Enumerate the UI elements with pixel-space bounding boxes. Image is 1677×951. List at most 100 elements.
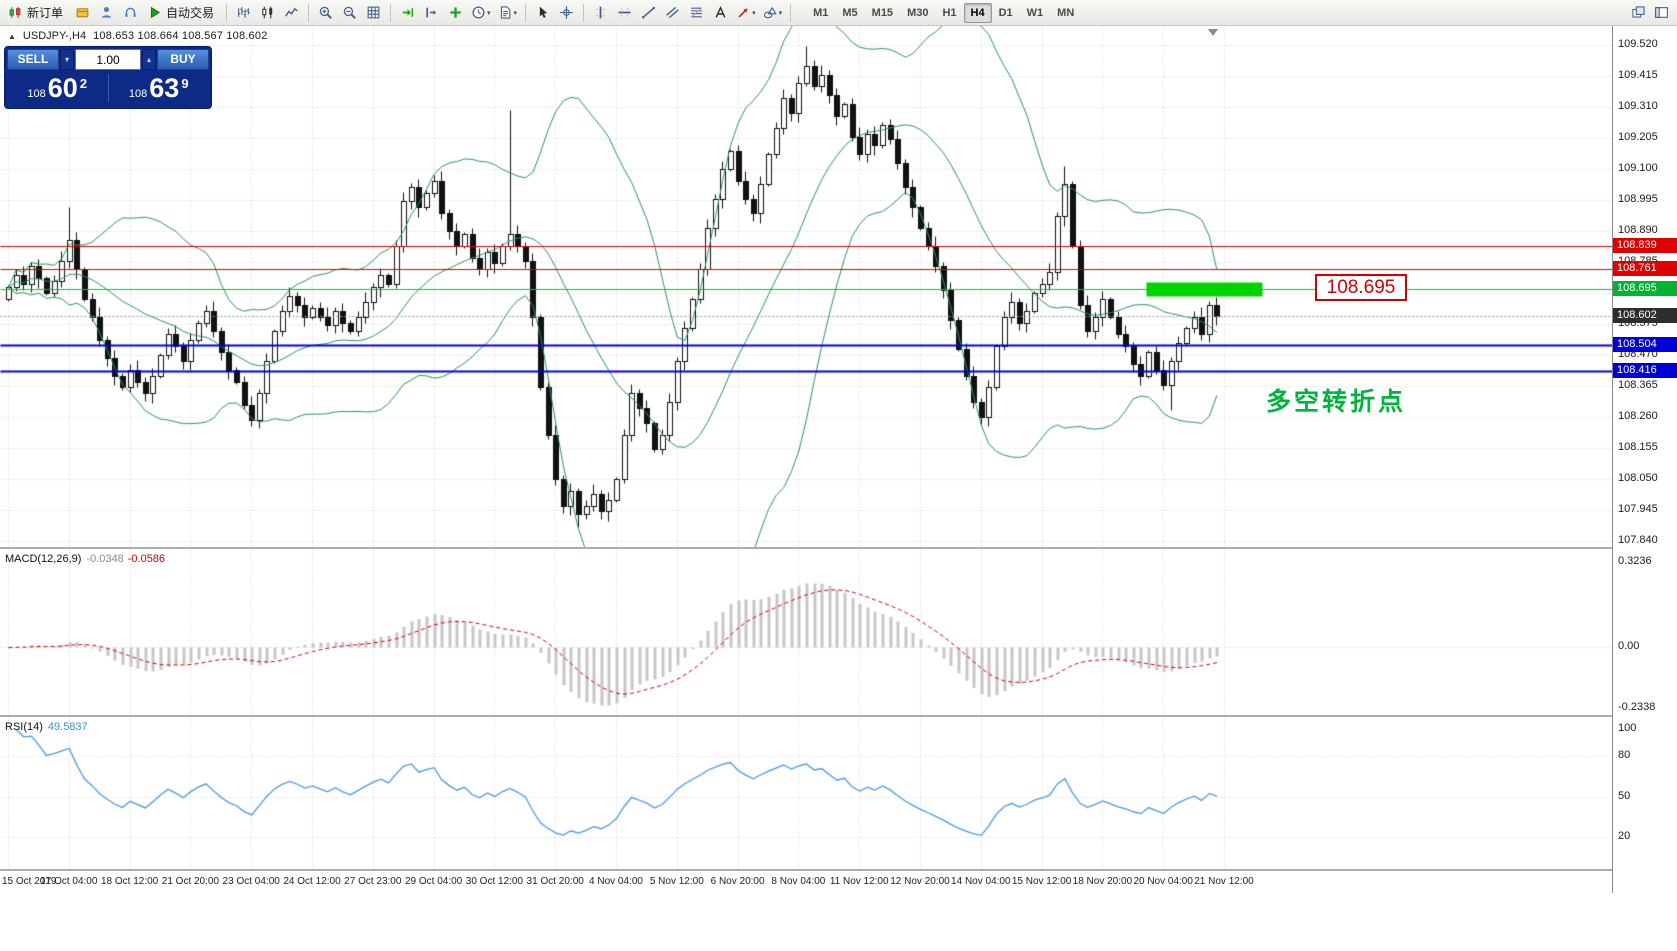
text-icon bbox=[713, 5, 728, 20]
zoomin-icon bbox=[318, 5, 333, 20]
sell-button[interactable]: SELL bbox=[7, 49, 59, 70]
toolbar-separator bbox=[790, 3, 792, 22]
tile-windows-button[interactable] bbox=[362, 2, 385, 23]
price-line-label: 108.504 bbox=[1613, 336, 1677, 352]
cursor-button[interactable] bbox=[531, 2, 554, 23]
person-icon bbox=[99, 5, 114, 20]
autotrading-button[interactable]: 自动交易 bbox=[143, 2, 221, 23]
text-button[interactable] bbox=[709, 2, 732, 23]
toolbar: 新订单 自动交易 ▾ ▾ ▾ ▾ M1 M5 M15 M30 H1 H4 D1 W1 MN bbox=[0, 0, 1677, 26]
windows-icon bbox=[1631, 5, 1646, 20]
volume-increase-button[interactable]: ▴ bbox=[142, 49, 156, 70]
indicators-button[interactable] bbox=[444, 2, 467, 23]
time-label: 11 Nov 12:00 bbox=[829, 876, 889, 887]
sell-price-prefix: 108 bbox=[27, 88, 46, 100]
time-axis: 15 Oct 2019 17 Oct 04:00 18 Oct 12:00 21 Oc… bbox=[0, 871, 1612, 893]
horizontal-line-button[interactable] bbox=[613, 2, 636, 23]
toggle-panels-button[interactable] bbox=[1650, 2, 1673, 23]
price-callout-box[interactable]: 108.695 bbox=[1315, 274, 1407, 301]
price-tick-label: 108.995 bbox=[1618, 193, 1658, 205]
panel-icon bbox=[1654, 5, 1669, 20]
trendline-icon bbox=[641, 5, 656, 20]
timeframe-h4[interactable]: H4 bbox=[963, 2, 992, 23]
timeframe-m5[interactable]: M5 bbox=[842, 6, 858, 19]
time-label: 15 Oct 2019 bbox=[2, 876, 57, 887]
panel-separator[interactable] bbox=[0, 547, 1677, 549]
trendline-button[interactable] bbox=[637, 2, 660, 23]
panel-separator[interactable] bbox=[0, 715, 1677, 717]
symbol-header: ▲ USDJPY-,H4 108.653 108.664 108.567 108… bbox=[8, 30, 268, 42]
hline-icon bbox=[617, 5, 632, 20]
one-click-trading-panel: SELL ▾ ▴ BUY 108 60 2 108 63 9 bbox=[4, 46, 212, 109]
chart-shift-button[interactable] bbox=[420, 2, 443, 23]
fibonacci-button[interactable] bbox=[685, 2, 708, 23]
zoom-out-button[interactable] bbox=[338, 2, 361, 23]
timeframe-d1[interactable]: D1 bbox=[998, 6, 1013, 19]
candlestick-chart-button[interactable] bbox=[256, 2, 279, 23]
time-label: 31 Oct 20:00 bbox=[526, 876, 584, 887]
dropdown-arrow-icon: ▾ bbox=[513, 9, 518, 17]
crosshair-button[interactable] bbox=[555, 2, 578, 23]
buy-button[interactable]: BUY bbox=[157, 49, 209, 70]
fibo-icon bbox=[689, 5, 704, 20]
line-chart-button[interactable] bbox=[280, 2, 303, 23]
price-divider bbox=[107, 74, 109, 102]
candles-icon bbox=[260, 5, 275, 20]
price-line-label: 108.416 bbox=[1613, 362, 1677, 378]
timeframe-h1[interactable]: H1 bbox=[942, 6, 957, 19]
sell-price[interactable]: 108 60 2 bbox=[7, 73, 108, 103]
shapes-button[interactable]: ▾ bbox=[760, 2, 786, 23]
templates-button[interactable]: ▾ bbox=[495, 2, 521, 23]
channel-button[interactable] bbox=[661, 2, 684, 23]
vertical-line-button[interactable] bbox=[589, 2, 612, 23]
rsi-canvas[interactable] bbox=[0, 717, 1612, 871]
arrow-icon bbox=[736, 5, 751, 20]
volume-input[interactable] bbox=[75, 49, 141, 70]
price-tick-label: 109.310 bbox=[1618, 100, 1658, 112]
arrows-button[interactable]: ▾ bbox=[733, 2, 759, 23]
rsi-axis-label: 80 bbox=[1618, 749, 1631, 761]
timeframe-w1[interactable]: W1 bbox=[1026, 6, 1044, 19]
grid-icon bbox=[366, 5, 381, 20]
new-order-button[interactable]: 新订单 bbox=[4, 2, 70, 23]
time-label: 21 Oct 20:00 bbox=[161, 876, 220, 887]
clock-icon bbox=[471, 5, 486, 20]
collapse-triangle-icon[interactable]: ▲ bbox=[8, 31, 16, 41]
mql-community-button[interactable] bbox=[71, 2, 94, 23]
bid-price-label: 108.602 bbox=[1613, 308, 1677, 324]
timeframe-mn[interactable]: MN bbox=[1057, 6, 1075, 19]
buy-price[interactable]: 108 63 9 bbox=[109, 73, 210, 103]
timeframe-m15[interactable]: M15 bbox=[871, 6, 894, 19]
dropdown-arrow-icon: ▾ bbox=[752, 9, 756, 17]
dropdown-arrow-icon: ▾ bbox=[487, 9, 491, 17]
play-icon bbox=[147, 5, 162, 20]
macd-canvas[interactable] bbox=[0, 549, 1612, 717]
profile-button[interactable] bbox=[95, 2, 118, 23]
window-list-button[interactable] bbox=[1627, 2, 1650, 23]
time-label: 27 Oct 23:00 bbox=[344, 876, 402, 887]
timeframe-m1[interactable]: M1 bbox=[813, 6, 829, 19]
rsi-axis-label: 20 bbox=[1618, 830, 1631, 842]
buy-price-sup: 9 bbox=[181, 76, 189, 91]
support-button[interactable] bbox=[119, 2, 142, 23]
bar-chart-button[interactable] bbox=[232, 2, 255, 23]
chart-window: 109.520 109.415 109.310 109.205 109.100 108.9… bbox=[0, 26, 1677, 951]
volume-decrease-button[interactable]: ▾ bbox=[60, 49, 74, 70]
timeframe-m30[interactable]: M30 bbox=[907, 6, 929, 19]
chart-shift-marker[interactable] bbox=[1208, 29, 1218, 36]
time-label: 23 Oct 04:00 bbox=[222, 876, 280, 887]
time-label: 15 Nov 12:00 bbox=[1011, 876, 1072, 887]
trade-controls-row: SELL ▾ ▴ BUY bbox=[7, 49, 209, 70]
auto-scroll-button[interactable] bbox=[396, 2, 419, 23]
autoscroll-icon bbox=[400, 5, 415, 20]
toolbar-right-group bbox=[1627, 2, 1673, 23]
zoom-in-button[interactable] bbox=[314, 2, 337, 23]
price-tick-label: 109.520 bbox=[1618, 38, 1658, 50]
price-tick-label: 108.365 bbox=[1618, 379, 1658, 391]
time-label: 5 Nov 12:00 bbox=[649, 876, 704, 887]
new-order-button-label: 新订单 bbox=[27, 6, 64, 20]
symbol-title: USDJPY-,H4 bbox=[22, 30, 87, 42]
periods-button[interactable]: ▾ bbox=[468, 2, 494, 23]
dropdown-arrow-icon: ▾ bbox=[778, 9, 783, 17]
time-label: 14 Nov 04:00 bbox=[951, 876, 1011, 887]
